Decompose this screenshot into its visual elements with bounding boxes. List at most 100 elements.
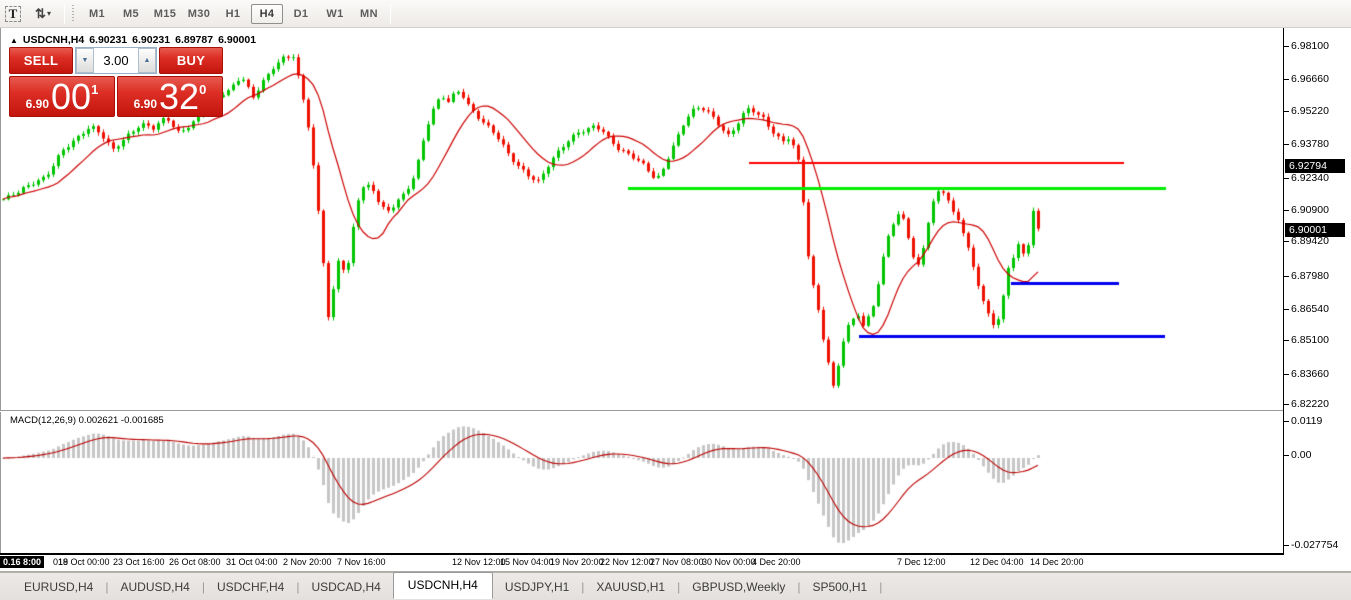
ohlc-high: 6.90231	[132, 34, 171, 46]
tab-separator: |	[797, 579, 801, 594]
tab-usdchf-h4[interactable]: USDCHF,H4	[216, 579, 285, 594]
timeframe-button-m15[interactable]: M15	[153, 7, 177, 20]
macd-main-value: 0.002621	[78, 415, 119, 426]
price-marker-badge: 6.90001	[1285, 223, 1345, 237]
sell-price-prefix: 6.90	[25, 97, 50, 111]
chart-title: ▲ USDCNH,H4 6.90231 6.90231 6.89787 6.90…	[10, 34, 256, 46]
macd-name: MACD(12,26,9)	[10, 415, 76, 426]
price-axis-label: 6.98100	[1284, 40, 1329, 52]
text-label-tool-icon[interactable]: T	[2, 4, 24, 24]
time-axis-badge-suffix: 018	[53, 557, 69, 567]
price-axis-label: 6.82220	[1284, 398, 1329, 410]
macd-axis-label: 0.0119	[1283, 415, 1323, 427]
buy-price-box[interactable]: 6.90 32 0	[117, 76, 223, 117]
tab-usdcnh-h4[interactable]: USDCNH,H4	[392, 572, 493, 599]
timeframe-button-m1[interactable]: M1	[88, 7, 106, 20]
toolbar-grip[interactable]	[71, 4, 76, 23]
time-axis-label: 23 Oct 16:00	[113, 557, 165, 567]
one-click-trading-panel: SELL ▼ 3.00 ▲ BUY 6.90 00 1 6.90 32 0	[9, 47, 223, 117]
arrows-tool-icon[interactable]: ⇅ ▾	[26, 4, 60, 24]
price-axis-label: 6.92340	[1284, 172, 1329, 184]
price-axis-label: 6.93780	[1284, 138, 1329, 150]
timeframe-button-group: M1 M5 M15 M30 H1 H4 D1 W1 MN	[80, 3, 386, 24]
price-axis-label: 6.89420	[1284, 235, 1329, 247]
tab-eurusd-h4[interactable]: EURUSD,H4	[24, 579, 94, 594]
time-axis-label: 2 Nov 20:00	[283, 557, 332, 567]
time-axis-label: 4 Dec 20:00	[752, 557, 801, 567]
price-axis-label: 6.83660	[1284, 368, 1329, 380]
buy-price-prefix: 6.90	[133, 97, 158, 111]
ohlc-open: 6.90231	[89, 34, 128, 46]
toolbar-separator	[64, 3, 65, 24]
time-axis-label: 26 Oct 08:00	[169, 557, 221, 567]
time-axis-label: 15 Nov 04:00	[500, 557, 554, 567]
macd-axis-label: 0.00	[1283, 449, 1312, 461]
timeframe-button-m30[interactable]: M30	[187, 7, 211, 20]
macd-indicator-pane[interactable]: MACD(12,26,9) 0.002621 -0.001685	[0, 412, 1283, 553]
timeframe-button-m5[interactable]: M5	[122, 7, 140, 20]
macd-indicator-canvas[interactable]	[1, 412, 1283, 553]
tab-audusd-h4[interactable]: AUDUSD,H4	[120, 579, 190, 594]
tab-separator: |	[879, 579, 883, 594]
tab-usdjpy-h1[interactable]: USDJPY,H1	[504, 579, 570, 594]
time-axis-label: 7 Dec 12:00	[897, 557, 946, 567]
tab-usdcad-h4[interactable]: USDCAD,H4	[311, 579, 381, 594]
chart-tabs-bar: EURUSD,H4 | AUDUSD,H4 | USDCHF,H4 | USDCAD,H4 U…	[0, 572, 1351, 600]
timeframe-button-mn[interactable]: MN	[360, 7, 378, 20]
volume-increase-button[interactable]: ▲	[138, 48, 156, 73]
ohlc-close: 6.90001	[218, 34, 257, 46]
buy-button[interactable]: BUY	[159, 47, 223, 74]
time-axis-label: 7 Nov 16:00	[337, 557, 386, 567]
timeframe-button-h1[interactable]: H1	[225, 7, 241, 20]
time-axis-label: 12 Nov 12:00	[452, 557, 506, 567]
tab-separator: |	[677, 579, 681, 594]
tab-separator: |	[105, 579, 109, 594]
time-axis-label: 14 Dec 20:00	[1030, 557, 1084, 567]
buy-price-sup: 0	[199, 82, 207, 97]
tab-separator: |	[581, 579, 585, 594]
volume-decrease-button[interactable]: ▼	[76, 48, 94, 73]
price-axis-label: 6.85100	[1284, 334, 1329, 346]
timeframe-button-d1[interactable]: D1	[293, 7, 309, 20]
pane-separator[interactable]	[0, 410, 1283, 412]
price-axis[interactable]: 6.98100 6.96660 6.95220 6.93780 6.92340 6.909…	[1283, 28, 1351, 555]
price-chart-pane[interactable]: ▲ USDCNH,H4 6.90231 6.90231 6.89787 6.90…	[0, 28, 1283, 410]
macd-axis-label: -0.027754	[1283, 539, 1339, 551]
chart-symbol-period: USDCNH,H4	[22, 34, 85, 46]
macd-signal-value: -0.001685	[120, 415, 164, 426]
text-tool-glyph: T	[4, 5, 22, 22]
time-axis-badge: 0.16 8:00	[0, 556, 45, 568]
timeframe-button-h4[interactable]: H4	[251, 3, 283, 24]
toolbar-separator	[390, 3, 391, 24]
buy-price-big: 32	[159, 76, 200, 117]
sell-price-box[interactable]: 6.90 00 1	[9, 76, 115, 117]
arrows-glyph: ⇅	[35, 5, 46, 21]
timeframe-button-w1[interactable]: W1	[326, 7, 344, 20]
top-toolbar: T ⇅ ▾ M1 M5 M15 M30 H1 H4 D1 W1 MN	[0, 0, 1351, 28]
tab-sp500-h1[interactable]: SP500,H1	[812, 579, 868, 594]
price-marker-badge: 6.92794	[1285, 159, 1345, 173]
macd-pane-bottom-border	[0, 553, 1283, 555]
time-axis-label: 19 Oct 00:00	[58, 557, 110, 567]
time-axis-label: 27 Nov 08:00	[650, 557, 704, 567]
sell-price-sup: 1	[91, 82, 99, 97]
collapse-panel-arrow-icon[interactable]: ▲	[10, 35, 18, 45]
tab-gbpusd-weekly[interactable]: GBPUSD,Weekly	[692, 579, 786, 594]
price-axis-label: 6.90900	[1284, 204, 1329, 216]
time-axis-label: 30 Nov 00:00	[702, 557, 756, 567]
sell-price-big: 00	[51, 76, 92, 117]
time-axis[interactable]: 0.16 8:00 018 19 Oct 00:00 23 Oct 16:00 26…	[0, 555, 1351, 572]
time-axis-label: 22 Nov 12:00	[600, 557, 654, 567]
tab-xauusd-h1[interactable]: XAUUSD,H1	[596, 579, 666, 594]
price-axis-label: 6.95220	[1284, 105, 1329, 117]
volume-spinner: ▼ 3.00 ▲	[75, 47, 157, 74]
sell-button[interactable]: SELL	[9, 47, 73, 74]
price-axis-label: 6.96660	[1284, 73, 1329, 85]
price-axis-label: 6.86540	[1284, 303, 1329, 315]
chevron-down-icon: ▾	[46, 9, 51, 18]
time-axis-label: 12 Dec 04:00	[970, 557, 1024, 567]
volume-value[interactable]: 3.00	[103, 53, 129, 68]
tab-separator: |	[296, 579, 300, 594]
time-axis-label: 31 Oct 04:00	[226, 557, 278, 567]
